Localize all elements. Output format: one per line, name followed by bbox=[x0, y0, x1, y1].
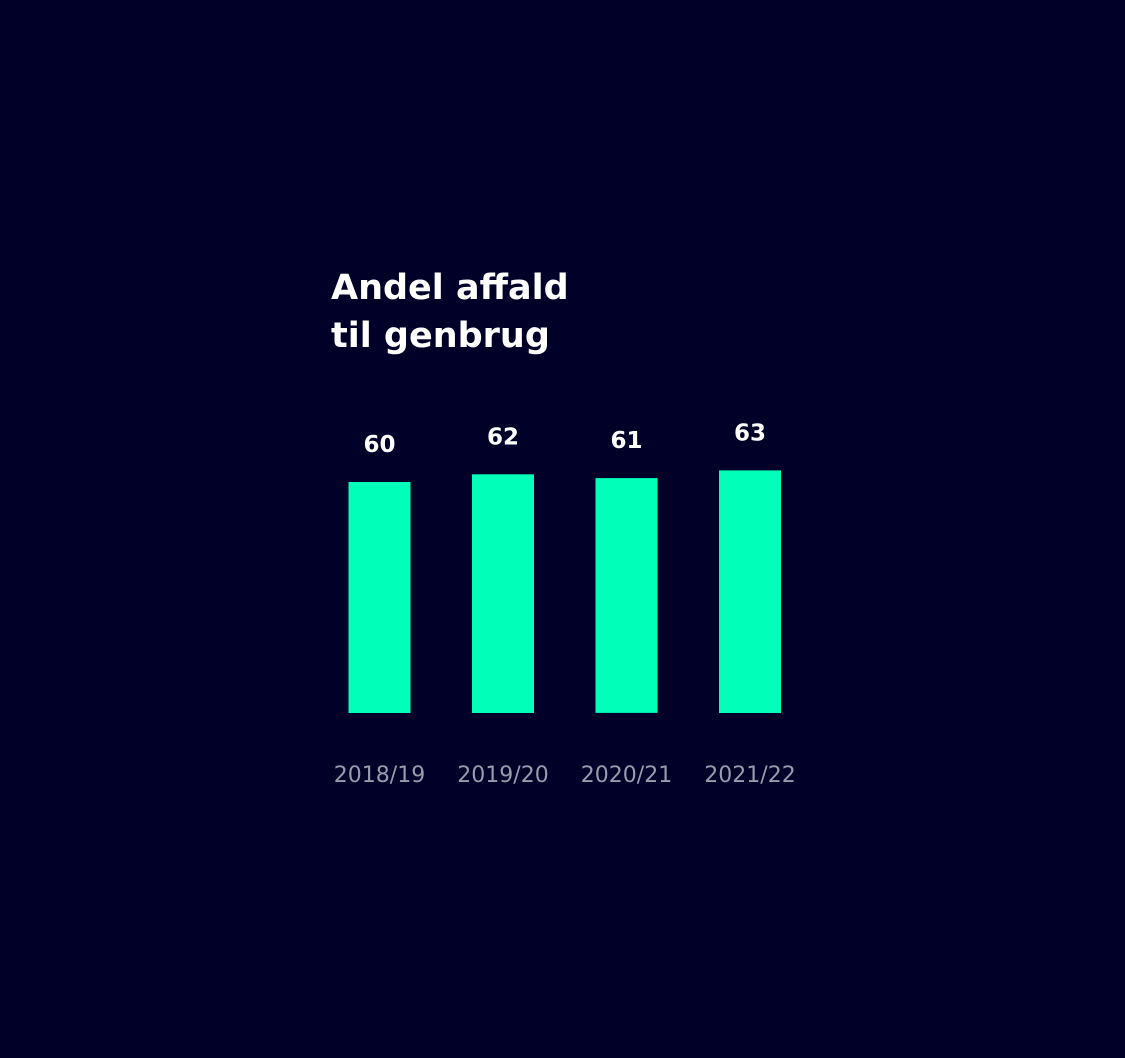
value-label: 61 bbox=[610, 428, 642, 454]
value-label: 63 bbox=[734, 420, 766, 446]
value-label: 62 bbox=[487, 424, 519, 450]
x-tick-label: 2019/20 bbox=[457, 763, 548, 788]
x-tick-label: 2020/21 bbox=[581, 763, 672, 788]
bar-2018-19 bbox=[348, 482, 411, 713]
bar-2019-20 bbox=[472, 474, 534, 713]
value-label: 60 bbox=[363, 432, 395, 458]
bar-2020-21 bbox=[595, 478, 658, 713]
chart-title: Andel affald til genbrug bbox=[331, 268, 569, 356]
bar-2021-22 bbox=[719, 470, 781, 713]
x-tick-label: 2018/19 bbox=[334, 763, 425, 788]
x-tick-label: 2021/22 bbox=[704, 763, 795, 788]
